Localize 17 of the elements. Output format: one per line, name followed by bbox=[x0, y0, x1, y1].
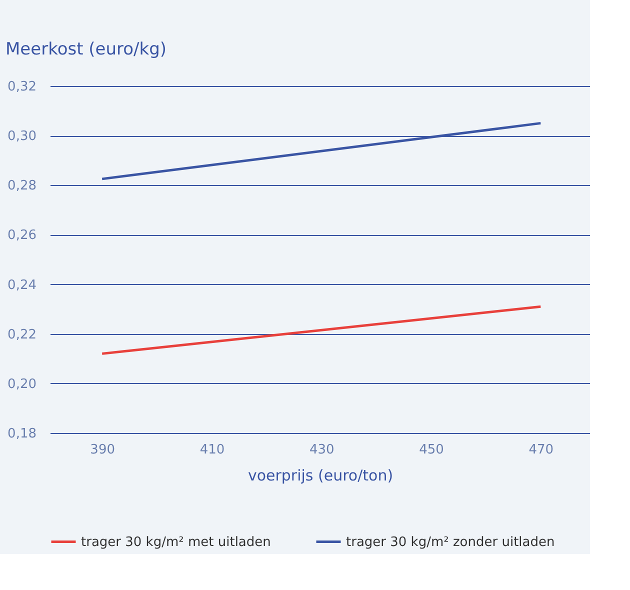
x-tick-label: 450 bbox=[419, 442, 444, 458]
legend-label: trager 30 kg/m² met uitladen bbox=[81, 534, 271, 550]
y-tick-label: 0,32 bbox=[8, 80, 36, 94]
x-axis-title: voerprijs (euro/ton) bbox=[248, 466, 394, 484]
y-axis-title: Meerkost (euro/kg) bbox=[6, 40, 167, 60]
y-tick-label: 0,18 bbox=[8, 426, 36, 442]
x-tick-label: 410 bbox=[200, 442, 225, 458]
x-tick-label: 470 bbox=[528, 442, 554, 458]
y-tick-label: 0,30 bbox=[8, 129, 36, 144]
x-tick-label: 390 bbox=[90, 442, 115, 458]
x-tick-label: 430 bbox=[309, 442, 334, 458]
y-tick-label: 0,24 bbox=[8, 278, 36, 293]
y-tick-label: 0,20 bbox=[8, 376, 36, 392]
y-tick-label: 0,26 bbox=[8, 228, 36, 244]
legend-label: trager 30 kg/m² zonder uitladen bbox=[346, 534, 555, 550]
y-tick-label: 0,28 bbox=[8, 178, 36, 194]
y-tick-label: 0,22 bbox=[8, 327, 36, 342]
